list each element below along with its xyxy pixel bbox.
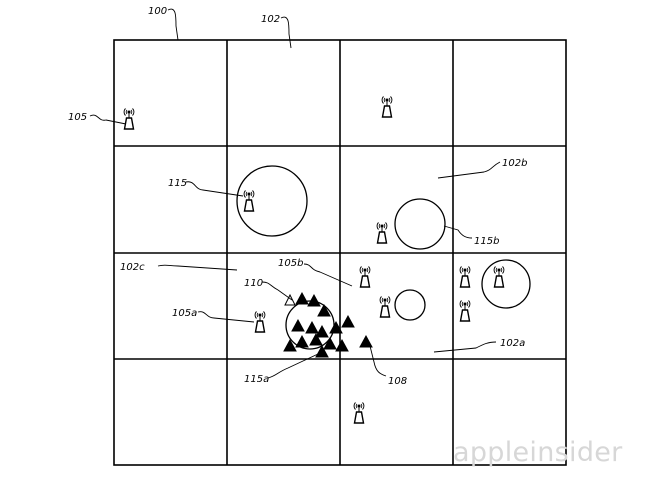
tower-icon [353, 401, 365, 424]
label-115: 115 [168, 178, 187, 189]
tower-icon [459, 299, 471, 322]
label-102b: 102b [502, 158, 527, 169]
tower-icon [381, 95, 393, 118]
label-102a: 102a [500, 338, 525, 349]
coverage-circle-115b [394, 198, 446, 250]
label-105a: 105a [172, 308, 197, 319]
label-115b: 115b [474, 236, 499, 247]
watermark: appleinsider [453, 437, 623, 468]
tower-icon [243, 189, 255, 212]
label-110: 110 [244, 278, 263, 289]
label-105: 105 [68, 112, 87, 123]
label-105b: 105b [278, 258, 303, 269]
device-cluster [283, 291, 373, 358]
cell-grid [113, 39, 567, 466]
tower-icon [493, 265, 505, 288]
tower-icon [376, 221, 388, 244]
label-100: 100 [148, 6, 167, 17]
tower-icon [379, 295, 391, 318]
coverage-circle-small [394, 289, 426, 321]
tower-icon [254, 310, 266, 333]
coverage-circle-115 [236, 165, 308, 237]
tower-icon [359, 265, 371, 288]
leader-lines [89, 8, 501, 379]
label-115a: 115a [244, 374, 269, 385]
label-102c: 102c [120, 262, 145, 273]
label-108: 108 [388, 376, 407, 387]
coverage-circle-right [481, 259, 531, 309]
tower-icon [459, 265, 471, 288]
tower-icon [123, 107, 135, 130]
label-102: 102 [261, 14, 280, 25]
